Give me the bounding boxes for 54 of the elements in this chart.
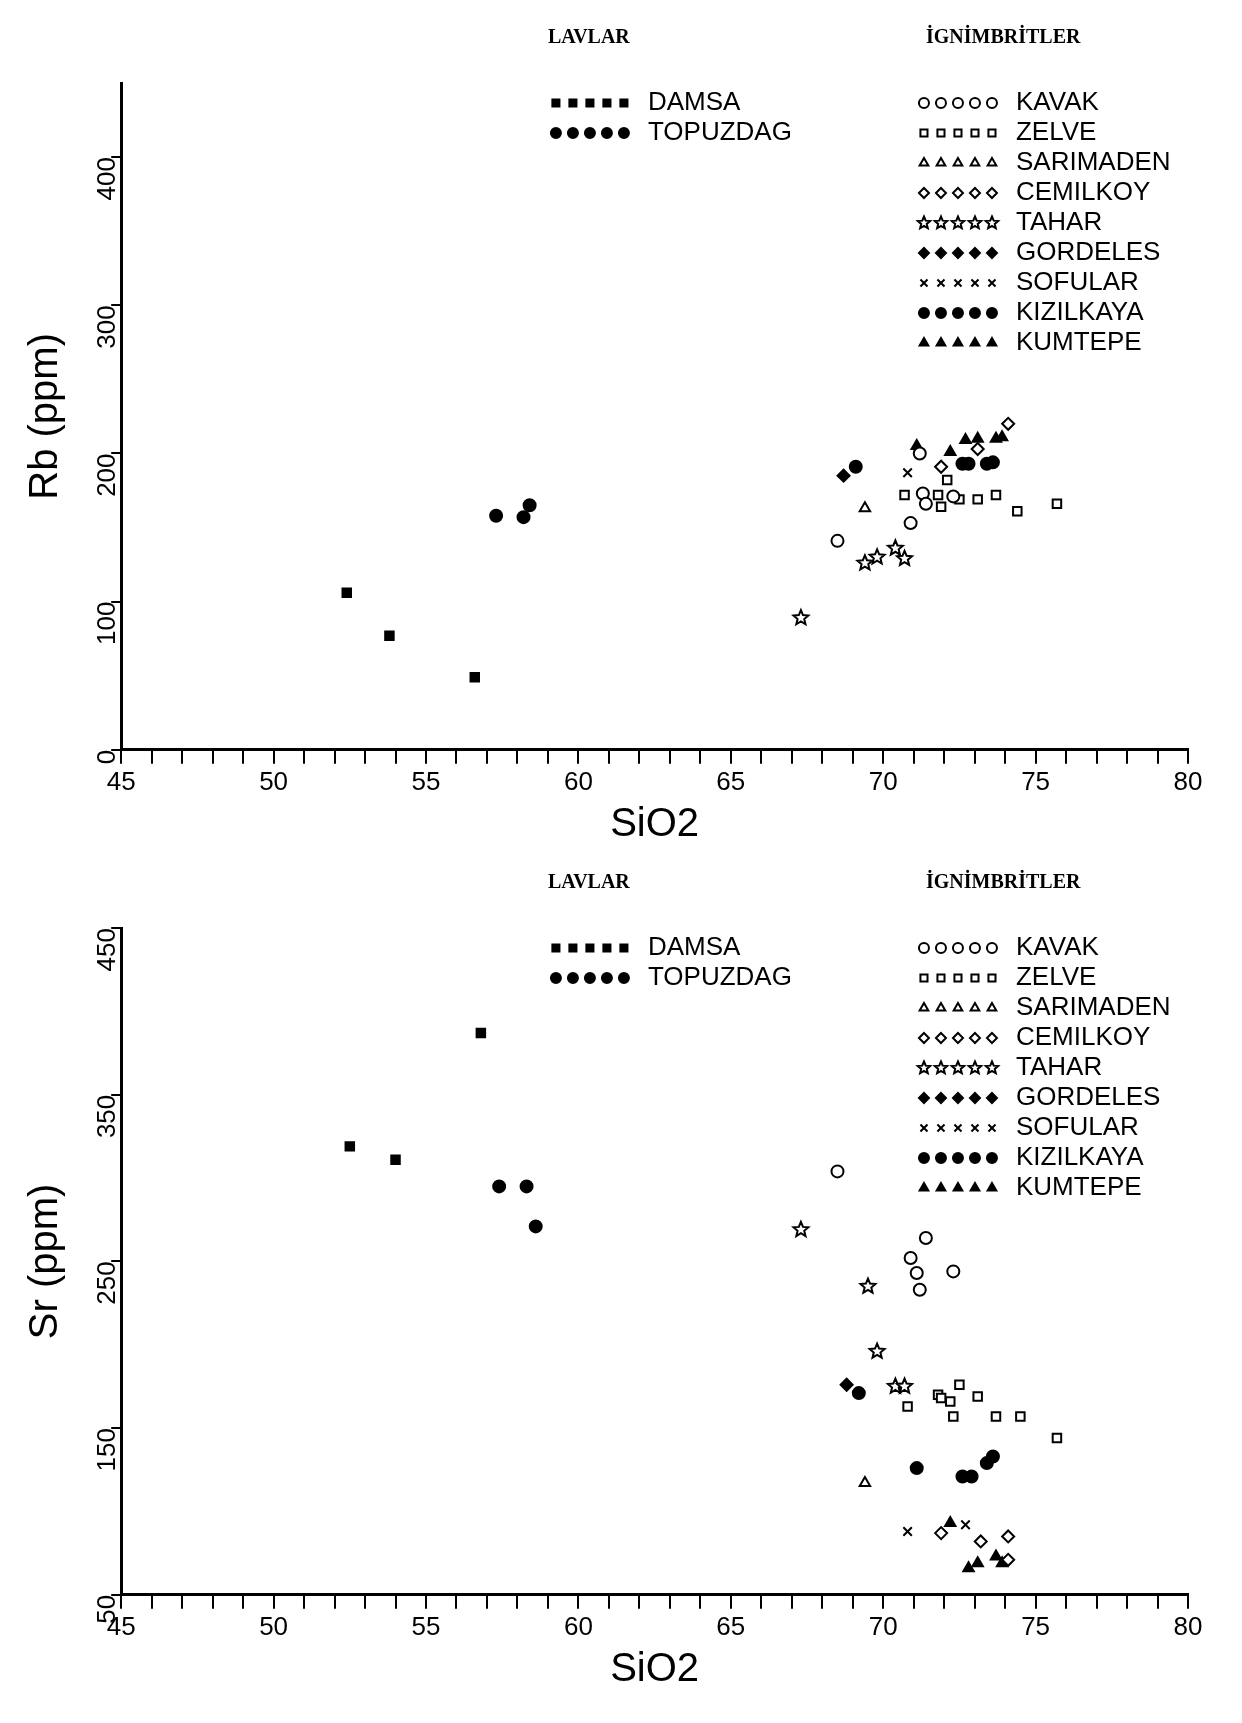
x-tick-label: 50 xyxy=(259,1610,289,1641)
legend-label: SARIMADEN xyxy=(1015,146,1171,177)
x-tick-label: 65 xyxy=(716,765,746,796)
x-tick-label: 45 xyxy=(106,765,136,796)
y-tick-label: 150 xyxy=(91,1428,122,1472)
legend-label: SOFULAR xyxy=(1015,1111,1139,1142)
legend-label: CEMILKOY xyxy=(1015,176,1151,207)
text: LAVLAR xyxy=(547,870,631,893)
x-tick-label: 80 xyxy=(1173,1610,1203,1641)
legend-label: GORDELES xyxy=(1015,1081,1161,1112)
legend-label: DAMSA xyxy=(647,931,742,962)
legend-label: KUMTEPE xyxy=(1015,326,1142,357)
y-tick-label: 250 xyxy=(91,1261,122,1305)
x-tick-label: 60 xyxy=(563,765,593,796)
legend-label: KIZILKAYA xyxy=(1015,1141,1145,1172)
y-tick-label: 400 xyxy=(91,157,122,201)
text: İGNİMBRİTLER xyxy=(925,24,1081,48)
legend-label: SARIMADEN xyxy=(1015,991,1171,1022)
y-tick-label: 300 xyxy=(91,305,122,349)
x-tick-label: 70 xyxy=(868,765,898,796)
x-tick-label: 55 xyxy=(411,765,441,796)
legend-label: ZELVE xyxy=(1015,116,1097,147)
legend-label: KAVAK xyxy=(1015,86,1100,117)
y-tick-label: 350 xyxy=(91,1094,122,1139)
x-tick-label: 75 xyxy=(1021,765,1051,796)
legend-label: TAHAR xyxy=(1015,206,1103,237)
y-axis-title: Rb (ppm) xyxy=(21,333,66,500)
x-tick-label: 75 xyxy=(1021,1610,1051,1641)
legend-label: KIZILKAYA xyxy=(1015,296,1145,327)
legend-label: TAHAR xyxy=(1015,1051,1103,1082)
x-tick-label: 50 xyxy=(259,765,289,796)
text: İGNİMBRİTLER xyxy=(925,869,1081,893)
y-tick-label: 0 xyxy=(91,749,122,765)
legend-label: KUMTEPE xyxy=(1015,1171,1142,1202)
x-axis-title: SiO2 xyxy=(610,800,700,845)
x-tick-label: 60 xyxy=(563,1610,593,1641)
y-tick-label: 100 xyxy=(91,601,122,646)
text: LAVLAR xyxy=(547,25,631,48)
x-axis-title: SiO2 xyxy=(610,1645,700,1690)
x-tick-label: 65 xyxy=(716,1610,746,1641)
y-tick-label: 450 xyxy=(91,928,122,972)
legend-label: ZELVE xyxy=(1015,961,1097,992)
legend-label: SOFULAR xyxy=(1015,266,1139,297)
y-tick-label: 200 xyxy=(91,453,122,497)
x-tick-label: 80 xyxy=(1173,765,1203,796)
x-tick-label: 55 xyxy=(411,1610,441,1641)
legend-label: CEMILKOY xyxy=(1015,1021,1151,1052)
legend-label: GORDELES xyxy=(1015,236,1161,267)
legend-label: DAMSA xyxy=(647,86,742,117)
legend-label: KAVAK xyxy=(1015,931,1100,962)
legend-label: TOPUZDAG xyxy=(647,961,792,992)
y-axis-title: Sr (ppm) xyxy=(21,1183,66,1340)
legend-label: TOPUZDAG xyxy=(647,116,792,147)
x-tick-label: 70 xyxy=(868,1610,898,1641)
